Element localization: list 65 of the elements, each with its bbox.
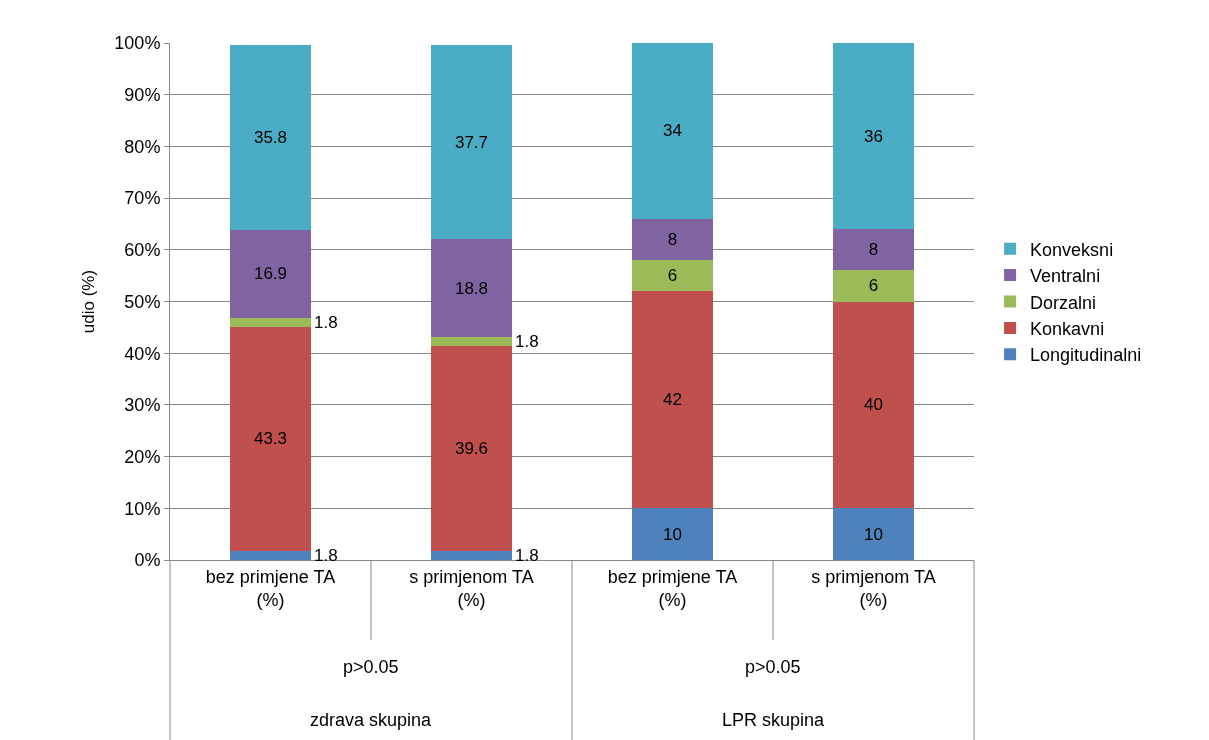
- x-tick-label: s primjenom TA (%): [811, 566, 936, 610]
- bar: [230, 550, 311, 560]
- data-label: 43.3: [253, 429, 288, 449]
- bar: [632, 218, 713, 261]
- bar: [833, 43, 914, 230]
- legend-label: Dorzalni: [1030, 292, 1097, 313]
- bar: [632, 260, 713, 292]
- bar: [632, 508, 713, 560]
- bar: [431, 239, 512, 337]
- legend-label: Konveksni: [1030, 239, 1114, 260]
- bar: [230, 45, 311, 231]
- bar: [431, 345, 512, 551]
- bar: [632, 43, 713, 219]
- y-tick-label: 10%: [124, 498, 161, 519]
- data-label: 37.7: [454, 132, 489, 152]
- data-label: 1.8: [515, 332, 539, 351]
- data-label: 34: [663, 121, 682, 141]
- legend-label: Ventralni: [1030, 266, 1101, 287]
- data-label: 18.8: [454, 278, 489, 298]
- text: zdrava skupina: [310, 710, 433, 730]
- y-tick-label: 60%: [124, 240, 161, 261]
- data-label: 40: [864, 395, 883, 415]
- bar: [632, 291, 713, 509]
- data-label: 16.9: [253, 264, 288, 284]
- x-tick-label: bez primjene TA (%): [205, 566, 336, 610]
- data-label: 1.8: [314, 313, 338, 332]
- bar: [230, 317, 311, 327]
- data-label: 10: [663, 524, 682, 544]
- data-label: 8: [868, 240, 879, 260]
- data-label: 6: [667, 266, 678, 286]
- bar: [431, 44, 512, 240]
- x-tick-label: s primjenom TA (%): [409, 566, 534, 610]
- y-tick-label: 100%: [114, 33, 161, 54]
- bar: [230, 230, 311, 318]
- bar: [833, 270, 914, 302]
- bar: [833, 229, 914, 271]
- bar: [431, 336, 512, 346]
- text: p>0.05: [745, 657, 801, 677]
- y-tick-label: 70%: [124, 188, 161, 209]
- data-label: 42: [663, 390, 682, 410]
- data-label: 1.8: [515, 546, 539, 565]
- text: LPR skupina: [722, 710, 826, 730]
- y-tick-label: 80%: [124, 136, 161, 157]
- text: p>0.05: [343, 657, 399, 677]
- y-tick-label: 40%: [124, 343, 161, 364]
- y-tick-label: 20%: [124, 446, 161, 467]
- data-label: 39.6: [454, 438, 489, 458]
- legend-label: Konkavni: [1030, 318, 1105, 339]
- data-label: 10: [864, 524, 883, 544]
- legend-label: Longitudinalni: [1030, 345, 1142, 366]
- data-label: 1.8: [314, 546, 338, 565]
- y-tick-label: 30%: [124, 395, 161, 416]
- data-label: 8: [667, 229, 678, 249]
- data-label: 36: [864, 126, 883, 146]
- bar: [833, 301, 914, 509]
- data-label: 35.8: [253, 128, 288, 148]
- data-label: 6: [868, 276, 879, 296]
- bar: [431, 550, 512, 560]
- y-axis-title: udio (%): [78, 269, 98, 334]
- y-tick-label: 90%: [124, 85, 161, 105]
- bar: [833, 508, 914, 560]
- y-tick-label: 50%: [124, 291, 161, 312]
- bar: [230, 326, 311, 551]
- y-tick-label: 0%: [134, 550, 161, 571]
- x-tick-label: bez primjene TA (%): [607, 566, 738, 610]
